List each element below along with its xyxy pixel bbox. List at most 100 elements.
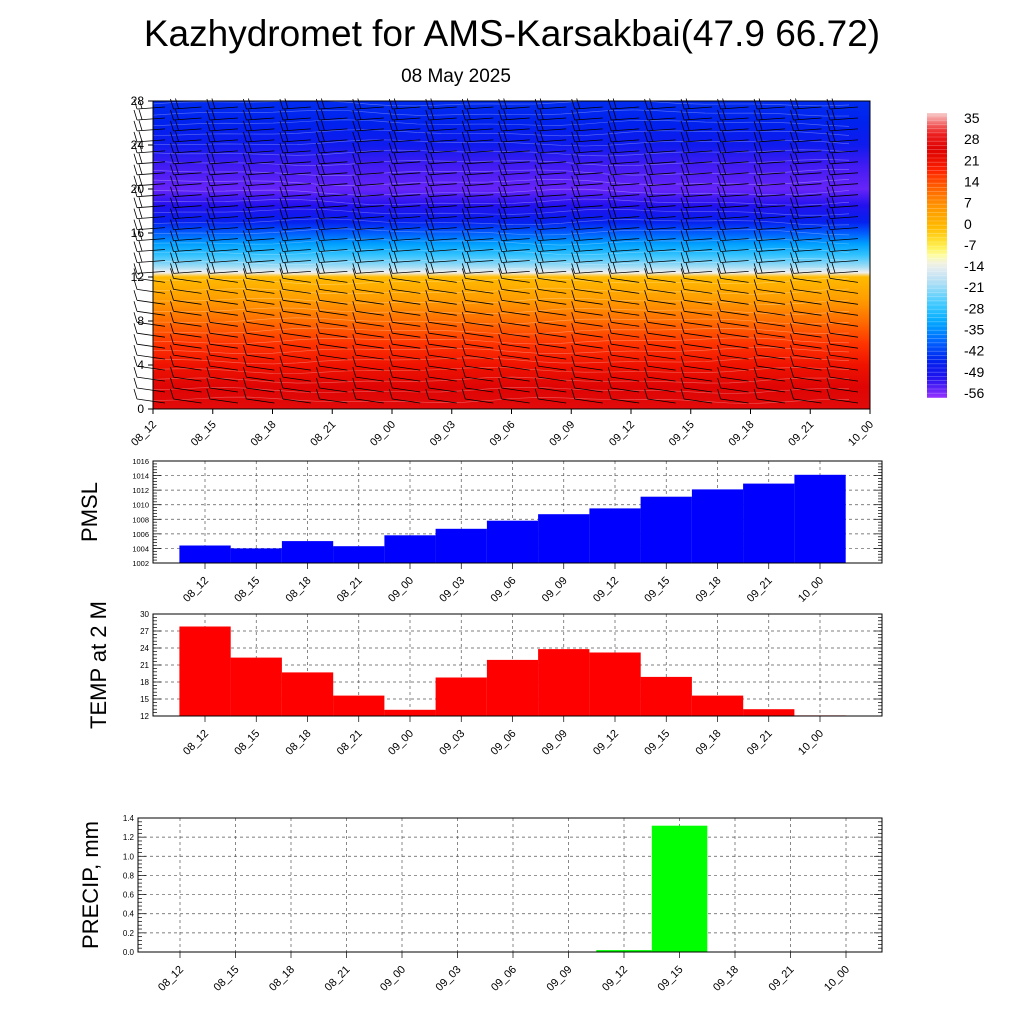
wind-barb (498, 197, 530, 209)
wind-barb (425, 131, 457, 143)
wind-barb (170, 312, 202, 327)
wind-barb (680, 186, 713, 198)
wind-barb (607, 301, 640, 316)
chart-date: 08 May 2025 (401, 66, 511, 87)
wind-barb (279, 120, 311, 132)
wind-barb (352, 344, 384, 360)
wind-barb (571, 377, 603, 393)
wind-barb (243, 312, 275, 327)
x-tick-label: 09_21 (767, 964, 797, 994)
wind-barb (498, 229, 530, 241)
wind-barb (571, 268, 603, 283)
bar (281, 541, 334, 563)
wind-barb (461, 251, 494, 263)
wind-barb (826, 334, 859, 349)
wind-barb (644, 268, 676, 283)
wind-barb (826, 301, 859, 316)
x-tick-label: 08_18 (284, 728, 314, 758)
wind-barb (534, 120, 567, 132)
wind-barb (388, 229, 421, 241)
wind-barb (607, 175, 640, 187)
wind-barb (790, 355, 822, 371)
wind-barb (206, 218, 238, 230)
wind-barb (607, 207, 640, 219)
wind-barb (680, 388, 713, 404)
wind-barb (826, 240, 859, 252)
contour-line (152, 337, 850, 345)
wind-barb (425, 377, 457, 393)
wind-barb (170, 120, 202, 132)
y-tick-label: 1010 (132, 501, 149, 510)
y-tick-label: 1.4 (123, 814, 135, 823)
wind-barb (316, 240, 348, 252)
wind-barb (133, 98, 166, 110)
wind-barb (133, 355, 166, 371)
wind-barb (388, 251, 421, 263)
wind-barb (352, 262, 384, 274)
colorbar: 35 28 21 14 7 0 -7 -14 -21 -28 -35 -42 -49 -56 (927, 110, 984, 401)
wind-barb (206, 164, 238, 176)
wind-barb (826, 279, 859, 294)
wind-barb (425, 312, 457, 327)
wind-barb (170, 142, 202, 154)
wind-barb (388, 120, 421, 132)
wind-barb (753, 301, 786, 316)
bar (794, 474, 846, 563)
wind-barb (607, 344, 640, 360)
wind-barb (425, 240, 457, 252)
wind-barb (461, 344, 494, 360)
wind-barb (352, 377, 384, 393)
wind-barb (498, 334, 530, 349)
wind-barb (352, 279, 384, 294)
heatmap-field (153, 101, 870, 409)
x-tick-label: 09_21 (745, 575, 775, 605)
wind-barb (826, 268, 859, 283)
wind-barb (826, 186, 859, 198)
wind-barb (170, 240, 202, 252)
wind-barb (243, 388, 275, 404)
wind-barb (316, 262, 348, 274)
wind-barb (644, 240, 676, 252)
bar (743, 709, 795, 716)
wind-barb (790, 207, 822, 219)
wind-barb (279, 290, 311, 305)
x-tick-label: 08_15 (212, 964, 242, 994)
wind-barb (279, 323, 311, 338)
wind-barb (461, 109, 494, 121)
wind-barb (826, 388, 859, 404)
wind-barb (316, 312, 348, 327)
wind-barb (680, 279, 713, 294)
wind-barb (644, 186, 676, 198)
contour-line (152, 99, 850, 107)
contour-line (152, 327, 850, 335)
wind-barb (498, 109, 530, 121)
wind-barb (753, 207, 786, 219)
wind-barb (826, 164, 859, 176)
wind-barb (425, 334, 457, 349)
colorbar-label: -42 (964, 343, 984, 359)
wind-barb (790, 323, 822, 338)
bar (179, 545, 231, 563)
colorbar-label: -14 (964, 258, 984, 274)
x-tick-label: 09_00 (378, 964, 408, 994)
wind-barb (316, 207, 348, 219)
contour-line (152, 297, 850, 305)
wind-barb (206, 388, 238, 404)
wind-barb (790, 131, 822, 143)
wind-barb (461, 301, 494, 316)
wind-barb (206, 240, 238, 252)
y-tick-label: 1012 (132, 486, 149, 495)
wind-barb (607, 334, 640, 349)
x-tick-label: 08_18 (284, 575, 314, 605)
wind-barb (316, 279, 348, 294)
wind-barb (133, 262, 166, 274)
wind-barb (316, 301, 348, 316)
wind-barb (461, 240, 494, 252)
wind-barb (753, 279, 786, 294)
wind-barb (826, 355, 859, 371)
wind-barb (498, 366, 530, 382)
wind-barb (498, 120, 530, 132)
y-tick-label: 1004 (132, 544, 149, 553)
wind-barb (425, 251, 457, 263)
x-tick-label: 08_12 (156, 964, 186, 994)
